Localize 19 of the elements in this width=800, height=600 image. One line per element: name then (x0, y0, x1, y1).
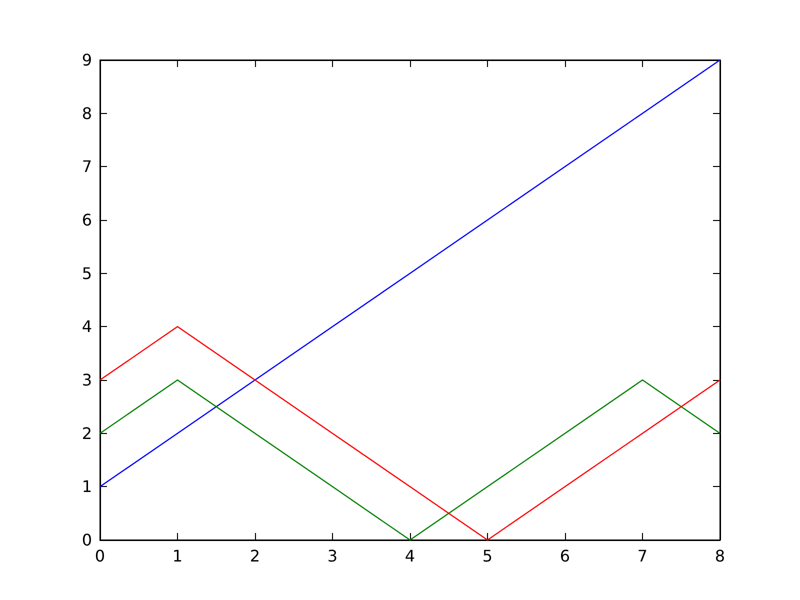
x-tick-label: 2 (250, 546, 260, 566)
x-tick-label: 1 (172, 546, 183, 566)
y-tick-label: 5 (82, 264, 92, 283)
x-tick-label: 6 (560, 546, 570, 566)
y-tick-label: 8 (82, 104, 92, 123)
y-tick-label: 2 (82, 424, 92, 443)
x-tick-label: 7 (637, 546, 648, 566)
x-tick-label: 0 (94, 546, 106, 566)
x-tick-label: 5 (482, 546, 493, 566)
y-tick-label: 0 (82, 530, 92, 550)
x-tick-label: 4 (404, 546, 416, 566)
y-tick-label: 4 (82, 317, 92, 336)
y-tick-label: 1 (82, 477, 92, 496)
x-tick-label: 3 (327, 546, 338, 566)
y-tick-label: 7 (82, 157, 92, 176)
y-tick-label: 3 (82, 370, 92, 390)
x-tick-label: 8 (714, 546, 726, 566)
y-tick-label: 6 (82, 210, 92, 230)
y-tick-label: 9 (82, 50, 92, 70)
